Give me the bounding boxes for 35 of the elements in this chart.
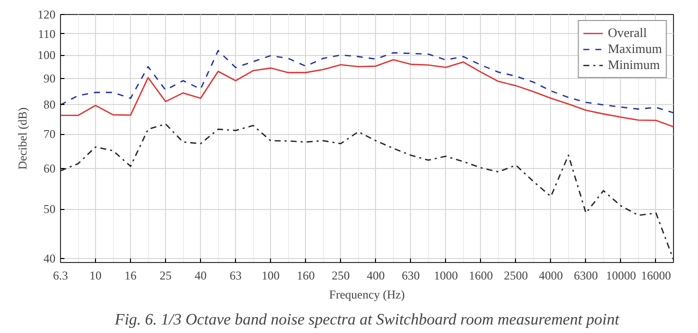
x-tick-label: 160 — [296, 268, 315, 282]
y-tick-label: 70 — [44, 127, 56, 142]
x-tick-label: 6300 — [574, 268, 598, 282]
legend-label: Overall — [608, 25, 647, 41]
y-tick-label: 110 — [38, 26, 56, 41]
x-tick-label: 16000 — [640, 268, 671, 282]
y-tick-label: 120 — [38, 8, 56, 22]
x-tick-label: 10 — [90, 268, 102, 282]
x-tick-label: 630 — [402, 268, 420, 282]
legend-label: Minimum — [608, 57, 660, 73]
y-axis-title: Decibel (dB) — [16, 107, 30, 170]
x-tick-label: 1600 — [468, 268, 493, 282]
x-tick-label: 400 — [366, 268, 385, 282]
x-tick-label: 40 — [194, 268, 207, 282]
x-tick-label: 1000 — [434, 268, 458, 282]
y-tick-label: 90 — [44, 71, 56, 86]
x-tick-label: 100 — [262, 268, 280, 282]
x-tick-label: 16 — [124, 268, 137, 282]
x-tick-label: 6.3 — [53, 268, 68, 282]
y-tick-label: 80 — [44, 98, 56, 112]
x-tick-label: 25 — [160, 268, 172, 282]
legend-label: Maximum — [608, 41, 662, 57]
y-tick-label: 100 — [38, 48, 56, 62]
x-tick-label: 4000 — [538, 268, 563, 282]
y-tick-label: 60 — [44, 161, 56, 176]
line-series — [60, 123, 674, 260]
y-tick-label: 50 — [44, 202, 56, 216]
x-tick-label: 250 — [332, 268, 350, 282]
x-axis-title: Frequency (Hz) — [329, 288, 405, 302]
x-tick-label: 2500 — [504, 268, 528, 282]
x-tick-label: 63 — [230, 268, 242, 282]
y-tick-label: 40 — [44, 252, 56, 266]
line-series — [60, 59, 674, 128]
text: Fig. 6. 1/3 Octave band noise spectra at Switchboard room measurement point — [114, 312, 620, 328]
x-tick-label: 10000 — [606, 268, 636, 282]
